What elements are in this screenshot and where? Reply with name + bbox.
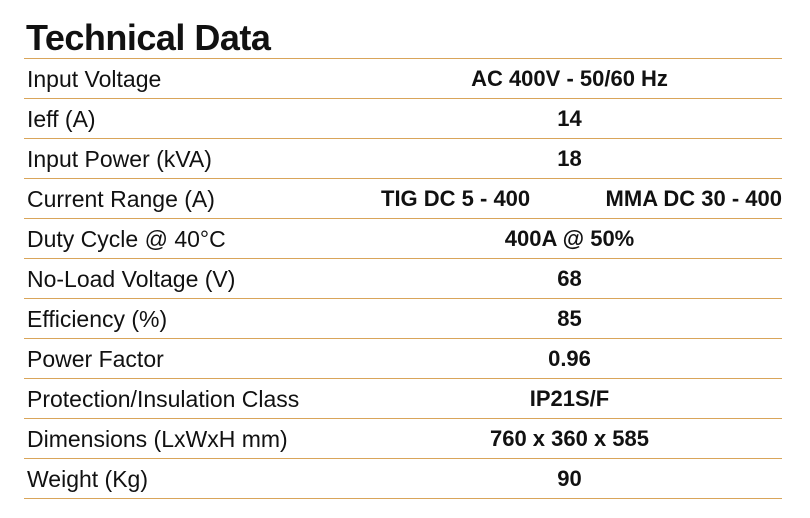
row-value-mma: MMA DC 30 - 400 xyxy=(605,185,782,211)
row-value: 90 xyxy=(557,465,582,491)
row-label: Dimensions (LxWxH mm) xyxy=(27,425,288,452)
row-value: 0.96 xyxy=(548,345,591,371)
table-row-ieff: Ieff (A) 14 xyxy=(24,99,782,139)
row-value: 85 xyxy=(557,305,582,331)
row-value: 18 xyxy=(557,145,582,171)
row-label: Input Voltage xyxy=(27,65,162,92)
row-label: Power Factor xyxy=(27,345,164,372)
table-row-current-range: Current Range (A) TIG DC 5 - 400 MMA DC … xyxy=(24,179,782,219)
row-label: Efficiency (%) xyxy=(27,305,168,332)
row-value: AC 400V - 50/60 Hz xyxy=(471,65,668,91)
table-row-weight: Weight (Kg) 90 xyxy=(24,459,782,499)
table-row-protection-class: Protection/Insulation Class IP21S/F xyxy=(24,379,782,419)
row-value: 400A @ 50% xyxy=(504,225,635,251)
table-row-no-load-voltage: No-Load Voltage (V) 68 xyxy=(24,259,782,299)
table-row-input-power: Input Power (kVA) 18 xyxy=(24,139,782,179)
row-value: 68 xyxy=(557,265,582,291)
row-label: Current Range (A) xyxy=(27,185,215,212)
row-label: Ieff (A) xyxy=(27,105,96,132)
table-row-dimensions: Dimensions (LxWxH mm) 760 x 360 x 585 xyxy=(24,419,782,459)
row-label: No-Load Voltage (V) xyxy=(27,265,236,292)
row-value: 14 xyxy=(557,105,582,131)
technical-data-table: Input Voltage AC 400V - 50/60 Hz Ieff (A… xyxy=(24,58,782,499)
row-value-group: TIG DC 5 - 400 MMA DC 30 - 400 xyxy=(357,179,782,219)
table-row-power-factor: Power Factor 0.96 xyxy=(24,339,782,379)
row-label: Weight (Kg) xyxy=(27,465,149,492)
row-value-tig: TIG DC 5 - 400 xyxy=(381,185,531,211)
row-label: Duty Cycle @ 40°C xyxy=(27,225,226,252)
row-value: IP21S/F xyxy=(529,385,610,411)
table-row-efficiency: Efficiency (%) 85 xyxy=(24,299,782,339)
table-row-duty-cycle: Duty Cycle @ 40°C 400A @ 50% xyxy=(24,219,782,259)
table-row-input-voltage: Input Voltage AC 400V - 50/60 Hz xyxy=(24,59,782,99)
page-title: Technical Data xyxy=(26,17,271,58)
row-label: Input Power (kVA) xyxy=(27,145,212,172)
row-value: 760 x 360 x 585 xyxy=(489,425,650,451)
row-label: Protection/Insulation Class xyxy=(27,385,300,412)
